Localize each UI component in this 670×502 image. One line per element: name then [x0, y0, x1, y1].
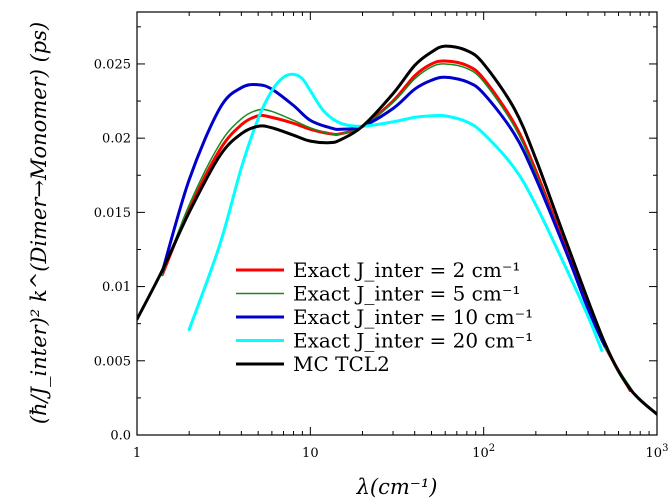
x-tick-label: 103: [646, 443, 669, 461]
legend-label: Exact J_inter = 5 cm⁻¹: [293, 282, 520, 306]
y-tick-label: 0.02: [102, 132, 131, 147]
legend-label: Exact J_inter = 2 cm⁻¹: [293, 258, 520, 282]
y-tick-label: 0.025: [94, 57, 131, 72]
plot-frame: [136, 11, 658, 436]
legend-label: Exact J_inter = 20 cm⁻¹: [293, 329, 533, 353]
ticks-layer: 0.0 0.005 0.01 0.015 0.02 0.025 1 10 102 103: [94, 12, 669, 461]
x-tick-label: 1: [133, 446, 141, 461]
axes-layer: [136, 11, 658, 436]
legend-label: MC TCL2: [293, 352, 390, 376]
x-axis-label: λ(cm⁻¹): [356, 475, 438, 499]
y-tick-label: 0.015: [94, 206, 131, 221]
y-tick-label: 0.01: [102, 280, 131, 295]
series-layer: [137, 44, 657, 416]
x-tick-label: 102: [472, 443, 495, 461]
series-line-5: [137, 44, 657, 416]
y-tick-label: 0.0: [110, 429, 131, 444]
legend-label: Exact J_inter = 10 cm⁻¹: [293, 305, 533, 329]
series-line-3: [160, 75, 607, 348]
y-axis-label: (ħ/J_inter)² k^(Dimer→Monomer) (ps): [27, 22, 51, 424]
x-tick-label: 10: [302, 446, 319, 461]
y-tick-label: 0.005: [94, 354, 131, 369]
series-line-1: [160, 59, 632, 392]
